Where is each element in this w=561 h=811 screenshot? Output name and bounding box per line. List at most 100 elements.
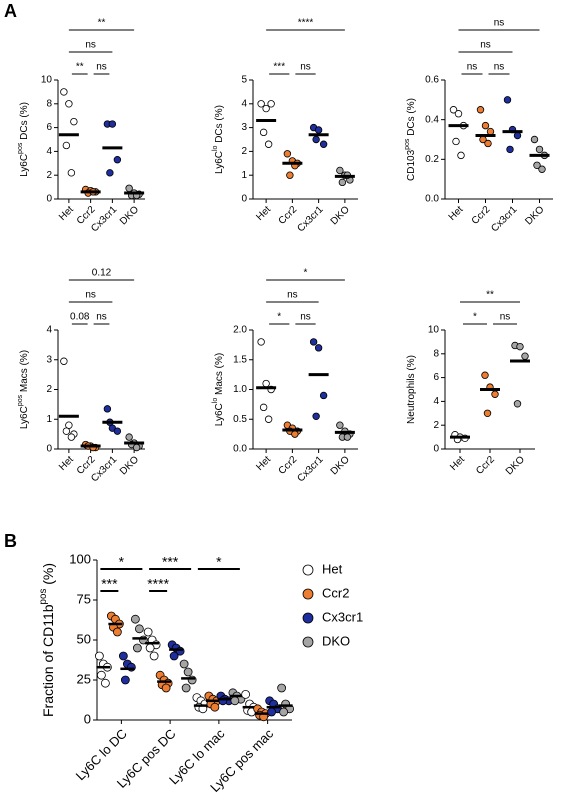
data-point	[533, 161, 541, 169]
data-point	[264, 140, 273, 148]
data-point	[277, 683, 287, 693]
legend-marker	[302, 564, 314, 576]
data-point	[283, 150, 292, 158]
data-point	[130, 614, 140, 624]
comparison-label: *	[277, 312, 281, 323]
y-tick-label: 2.0	[233, 325, 247, 336]
panel-label: B	[4, 531, 17, 551]
data-point	[264, 415, 273, 423]
y-tick-label: 4	[241, 98, 247, 109]
y-tick-label: 0	[46, 444, 52, 455]
x-tick-label: DKO	[329, 454, 352, 477]
x-tick-label: Ccr2	[474, 454, 497, 477]
y-tick-label: 0	[433, 444, 439, 455]
x-tick-label: Ccr2	[277, 454, 300, 477]
data-point	[62, 141, 71, 150]
data-point	[60, 88, 68, 96]
x-tick-label: Cx3cr1	[295, 204, 325, 234]
comparison-label: ****	[298, 18, 314, 29]
y-tick-label: 0.2	[425, 154, 439, 165]
y-label-text: CD103	[406, 149, 417, 181]
data-point	[149, 651, 159, 661]
y-axis-label: Fraction of CD11bpos (%)	[38, 563, 56, 717]
y-tick-label: 8	[433, 348, 439, 359]
legend-marker	[302, 636, 314, 648]
data-point	[60, 357, 68, 365]
y-axis-label: Ly6Clo Macs (%)	[212, 353, 224, 426]
data-point	[65, 100, 73, 108]
x-tick-label: Ccr2	[277, 204, 300, 227]
y-tick-label: 50	[77, 631, 91, 646]
y-label-sup: pos	[17, 142, 24, 154]
comparison-label: 0.12	[92, 268, 112, 279]
x-tick-label: Cx3cr1	[295, 454, 325, 484]
data-point	[145, 643, 155, 653]
data-point	[262, 379, 270, 388]
comparison-label: ns	[96, 62, 107, 73]
y-label-text: DCs (%)	[406, 98, 417, 139]
comparison-label: ns	[300, 312, 311, 323]
comparison-label: ***	[273, 62, 285, 73]
legend-marker	[302, 588, 314, 600]
data-point	[484, 139, 492, 148]
y-tick-label: 0.0	[233, 444, 247, 455]
data-point	[309, 338, 318, 346]
comparison-label: *	[216, 554, 222, 570]
data-point	[70, 117, 78, 126]
x-tick-label: DKO	[523, 204, 546, 227]
data-point	[103, 405, 112, 413]
y-label-text: Neutrophils (%)	[406, 355, 417, 424]
y-tick-label: 2	[46, 170, 52, 181]
y-tick-label: 10	[41, 75, 53, 86]
data-point	[491, 390, 499, 398]
data-point	[113, 427, 122, 435]
data-point	[312, 135, 320, 144]
data-point	[506, 145, 514, 154]
data-point	[259, 128, 268, 137]
comparison-label: ns	[300, 62, 311, 73]
data-point	[481, 121, 490, 130]
y-tick-label: 0.0	[425, 194, 439, 205]
y-axis-label: Ly6Clo DCs (%)	[212, 105, 224, 174]
comparison-label: ns	[494, 62, 505, 73]
data-point	[230, 696, 240, 706]
y-tick-label: 1	[46, 414, 52, 425]
data-point	[279, 707, 289, 717]
data-point	[452, 137, 460, 146]
y-axis-label: Ly6Cpos DCs (%)	[17, 102, 29, 177]
data-point	[100, 678, 110, 688]
data-point	[457, 151, 465, 160]
data-point	[516, 342, 524, 351]
y-tick-label: 0.4	[425, 114, 439, 125]
comparison-label: **	[76, 62, 84, 73]
data-point	[179, 659, 189, 669]
data-point	[143, 627, 153, 637]
y-label-sup: pos	[404, 138, 411, 150]
data-point	[336, 166, 344, 175]
comparison-label: ns	[480, 40, 491, 51]
data-point	[262, 104, 270, 113]
x-tick-label: Het	[448, 454, 467, 473]
data-point	[257, 338, 265, 346]
x-tick-label: Het	[57, 454, 76, 473]
x-tick-label: DKO	[504, 454, 527, 477]
y-label-text: Macs (%)	[19, 350, 30, 395]
data-point	[513, 400, 522, 408]
y-label-sup: pos	[38, 589, 49, 605]
legend-label: Cx3cr1	[322, 609, 363, 624]
y-label-sup: lo	[212, 145, 219, 151]
data-point	[314, 126, 323, 134]
data-point	[291, 430, 299, 438]
data-point	[481, 371, 489, 379]
comparison-label: ***	[162, 554, 179, 570]
data-point	[132, 443, 141, 452]
comparison-label: ns	[494, 18, 505, 29]
x-tick-label: DKO	[118, 204, 141, 227]
data-point	[314, 344, 323, 352]
data-point	[538, 165, 546, 173]
y-tick-label: 10	[428, 325, 440, 336]
data-point	[96, 670, 106, 680]
comparison-label: ns	[96, 312, 107, 323]
data-point	[483, 409, 492, 417]
